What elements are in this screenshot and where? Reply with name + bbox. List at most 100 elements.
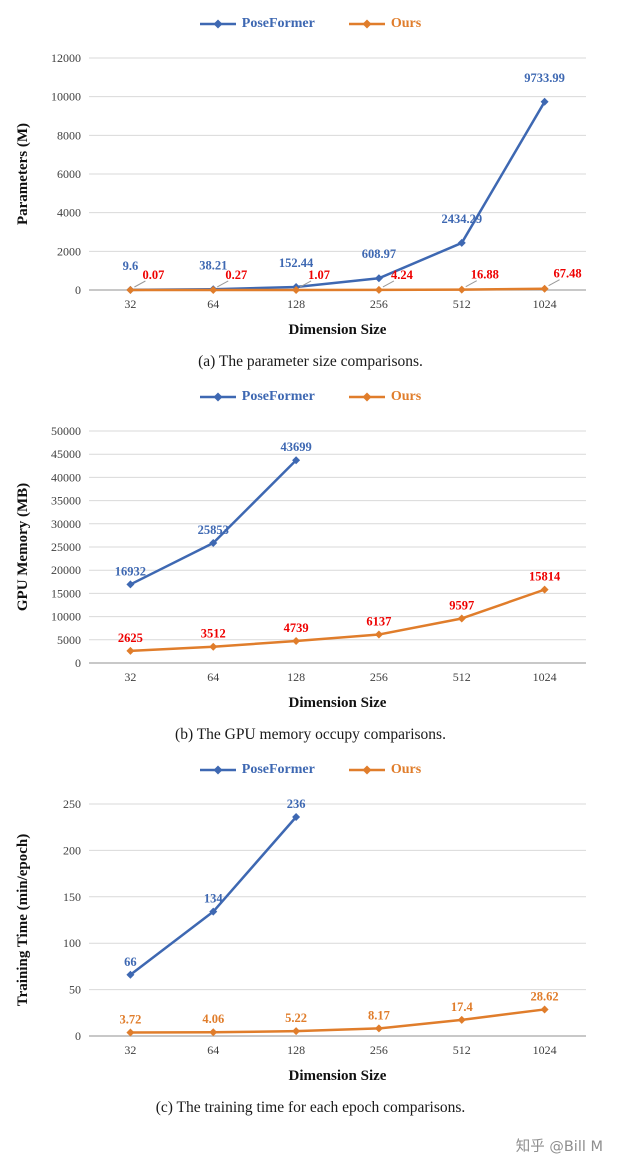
data-point-marker bbox=[125, 580, 134, 589]
data-point-label: 9.6 bbox=[122, 259, 138, 273]
chart-svg: 0 2000 4000 6000 8000 10000 12000 32 64 128 256 512… bbox=[15, 51, 586, 338]
y-axis-title: Training Time (min/epoch) bbox=[15, 834, 31, 1007]
x-tick-label: 128 bbox=[287, 297, 305, 311]
x-tick-label: 1024 bbox=[532, 670, 556, 684]
x-tick-label: 128 bbox=[287, 1043, 305, 1057]
y-tick-label: 50 bbox=[69, 983, 81, 997]
data-point-marker bbox=[208, 539, 217, 548]
legend-label-poseformer: PoseFormer bbox=[241, 762, 315, 777]
data-point-label: 25853 bbox=[197, 523, 228, 537]
x-tick-label: 512 bbox=[452, 670, 470, 684]
chart-svg: 0 50 100 150 200 250 32 64 128 256 512 1024 Training… bbox=[15, 797, 586, 1084]
poseformer-line-marker-icon bbox=[199, 19, 236, 29]
data-point-marker bbox=[457, 614, 466, 623]
data-point-label: 236 bbox=[286, 797, 305, 811]
series-line bbox=[129, 101, 546, 292]
data-point-marker bbox=[540, 1005, 549, 1014]
data-point-marker bbox=[374, 285, 383, 294]
data-point-label: 152.44 bbox=[278, 256, 313, 270]
data-point-label: 608.97 bbox=[361, 247, 395, 261]
data-point-label: 28.62 bbox=[530, 989, 558, 1003]
data-point-marker bbox=[540, 585, 549, 594]
legend-label-ours: Ours bbox=[390, 389, 422, 404]
data-point-marker bbox=[291, 637, 300, 646]
data-point-marker bbox=[208, 1028, 217, 1037]
poseformer-line-marker-icon bbox=[199, 765, 236, 775]
data-point-marker bbox=[125, 646, 134, 655]
y-tick-label: 0 bbox=[75, 1029, 81, 1043]
y-tick-label: 8000 bbox=[57, 128, 81, 142]
data-point-label: 67.48 bbox=[553, 267, 581, 281]
y-tick-label: 10000 bbox=[51, 610, 81, 624]
data-point-marker bbox=[291, 812, 300, 821]
chart-b-legend: PoseFormer Ours bbox=[0, 385, 621, 409]
legend-label-poseformer: PoseFormer bbox=[241, 389, 315, 404]
data-point-label: 43699 bbox=[280, 440, 311, 454]
x-tick-label: 256 bbox=[369, 670, 387, 684]
label-leader-line bbox=[133, 280, 146, 288]
x-tick-label: 256 bbox=[369, 1043, 387, 1057]
data-point-marker bbox=[208, 642, 217, 651]
x-tick-label: 128 bbox=[287, 670, 305, 684]
ours-line-marker-icon bbox=[348, 19, 385, 29]
data-point-label: 9597 bbox=[449, 598, 474, 612]
x-tick-label: 512 bbox=[452, 297, 470, 311]
data-point-marker bbox=[457, 238, 466, 247]
legend-item-ours: Ours bbox=[348, 389, 422, 405]
legend-label-poseformer: PoseFormer bbox=[241, 16, 315, 31]
ours-line-marker-icon bbox=[348, 392, 385, 402]
y-tick-label: 50000 bbox=[51, 424, 81, 438]
legend-diamond bbox=[362, 392, 372, 402]
y-tick-label: 6000 bbox=[57, 167, 81, 181]
x-tick-label: 64 bbox=[207, 1043, 219, 1057]
y-tick-label: 250 bbox=[63, 797, 81, 811]
legend-diamond bbox=[362, 765, 372, 775]
legend-item-poseformer: PoseFormer bbox=[199, 16, 315, 32]
x-axis-title: Dimension Size bbox=[288, 695, 386, 711]
legend-diamond bbox=[213, 392, 223, 402]
x-tick-label: 32 bbox=[124, 1043, 136, 1057]
chart-c-plot: 0 50 100 150 200 250 32 64 128 256 512 1024 Training… bbox=[11, 782, 611, 1099]
y-tick-label: 30000 bbox=[51, 517, 81, 531]
chart-b-plot: 0 5000 10000 15000 20000 25000 30000 35000 40000… bbox=[11, 409, 611, 726]
data-point-marker bbox=[540, 284, 549, 293]
data-point-label: 66 bbox=[124, 955, 137, 969]
label-leader-line bbox=[216, 280, 228, 288]
watermark: 知乎 @Bill M bbox=[515, 1139, 603, 1155]
data-point-label: 2625 bbox=[117, 631, 142, 645]
y-tick-label: 20000 bbox=[51, 563, 81, 577]
data-point-marker bbox=[374, 274, 383, 283]
legend-label-ours: Ours bbox=[390, 762, 422, 777]
data-point-label: 0.27 bbox=[225, 268, 247, 282]
data-point-marker bbox=[125, 1028, 134, 1037]
y-tick-label: 0 bbox=[75, 656, 81, 670]
data-point-marker bbox=[457, 1015, 466, 1024]
poseformer-line-marker-icon bbox=[199, 392, 236, 402]
legend-item-poseformer: PoseFormer bbox=[199, 389, 315, 405]
data-point-label: 16.88 bbox=[470, 268, 498, 282]
data-point-marker bbox=[291, 1027, 300, 1036]
y-tick-label: 15000 bbox=[51, 586, 81, 600]
y-axis-title: Parameters (M) bbox=[15, 123, 31, 225]
ours-line-marker-icon bbox=[348, 765, 385, 775]
legend-item-poseformer: PoseFormer bbox=[199, 762, 315, 778]
series-line bbox=[129, 1008, 545, 1034]
legend-label-ours: Ours bbox=[390, 16, 422, 31]
data-point-marker bbox=[457, 285, 466, 294]
data-point-label: 4.06 bbox=[202, 1012, 224, 1026]
data-point-label: 2434.29 bbox=[441, 212, 482, 226]
label-leader-line bbox=[299, 280, 311, 288]
data-point-marker bbox=[208, 907, 217, 916]
x-tick-label: 64 bbox=[207, 297, 219, 311]
y-tick-label: 0 bbox=[75, 283, 81, 297]
data-point-marker bbox=[374, 630, 383, 639]
data-point-label: 1.07 bbox=[308, 268, 330, 282]
chart-a-plot: 0 2000 4000 6000 8000 10000 12000 32 64 128 256 512… bbox=[11, 36, 611, 353]
y-tick-label: 25000 bbox=[51, 540, 81, 554]
x-tick-label: 1024 bbox=[532, 297, 556, 311]
data-point-label: 4.24 bbox=[390, 268, 413, 282]
data-point-label: 5.22 bbox=[285, 1011, 307, 1025]
x-axis-title: Dimension Size bbox=[288, 1068, 386, 1084]
x-tick-label: 64 bbox=[207, 670, 219, 684]
